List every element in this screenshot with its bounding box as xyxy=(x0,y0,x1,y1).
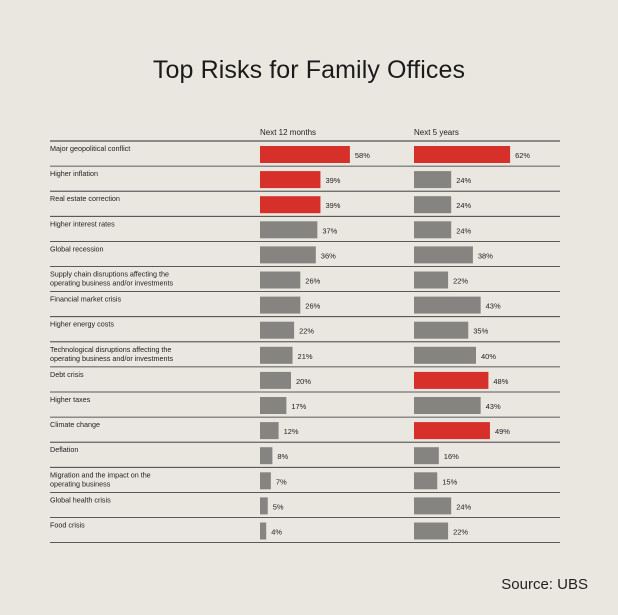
bar-s0-c14 xyxy=(260,497,268,515)
category-label-14: Global health crisis xyxy=(50,495,111,504)
value-label-s1-c5: 22% xyxy=(453,277,468,286)
bar-s0-c10 xyxy=(260,397,287,414)
category-label-15: Food crisis xyxy=(50,521,85,530)
value-label-s1-c14: 24% xyxy=(456,502,471,511)
series-header-0: Next 12 months xyxy=(260,128,316,137)
bar-s1-c2 xyxy=(414,196,452,214)
bar-s1-c7 xyxy=(414,321,469,339)
bar-s0-c6 xyxy=(260,296,301,314)
value-label-s0-c15: 4% xyxy=(271,528,282,537)
bar-s1-c15 xyxy=(414,522,449,540)
bar-s1-c5 xyxy=(414,271,449,289)
bar-s0-c7 xyxy=(260,321,295,339)
bar-s1-c0 xyxy=(414,146,511,163)
bar-s0-c3 xyxy=(260,221,318,239)
category-label-8-line-1: operating business and/or investments xyxy=(50,354,173,363)
category-label-0: Major geopolitical conflict xyxy=(50,144,130,153)
series-header-1: Next 5 years xyxy=(414,128,459,137)
bar-s1-c11 xyxy=(414,422,490,440)
value-label-s0-c0: 58% xyxy=(355,151,370,160)
bar-s0-c4 xyxy=(260,246,316,264)
bar-s1-c6 xyxy=(414,296,481,314)
category-label-7: Higher energy costs xyxy=(50,320,114,329)
bar-s0-c11 xyxy=(260,422,279,440)
category-label-1: Higher inflation xyxy=(50,169,98,178)
category-label-8-line-0: Technological disruptions affecting the xyxy=(50,345,171,354)
bar-s0-c15 xyxy=(260,522,267,540)
category-label-3: Higher interest rates xyxy=(50,219,115,228)
value-label-s1-c9: 48% xyxy=(493,377,508,386)
value-label-s0-c4: 36% xyxy=(321,251,336,260)
value-label-s1-c12: 16% xyxy=(444,452,459,461)
bar-s0-c8 xyxy=(260,346,293,364)
bar-s0-c1 xyxy=(260,171,321,189)
value-label-s1-c4: 38% xyxy=(478,251,493,260)
category-label-5-line-1: operating business and/or investments xyxy=(50,279,173,288)
bar-s0-c12 xyxy=(260,447,273,465)
bar-s1-c1 xyxy=(414,171,452,189)
bar-s1-c9 xyxy=(414,371,489,389)
value-label-s1-c0: 62% xyxy=(515,151,530,160)
source-label: Source: UBS xyxy=(501,576,588,593)
bar-s1-c3 xyxy=(414,221,452,239)
value-label-s0-c2: 39% xyxy=(325,201,340,210)
value-label-s1-c2: 24% xyxy=(456,201,471,210)
value-label-s0-c6: 26% xyxy=(305,302,320,311)
value-label-s0-c13: 7% xyxy=(276,477,287,486)
bar-s0-c2 xyxy=(260,196,321,214)
bar-s0-c13 xyxy=(260,472,271,490)
value-label-s0-c14: 5% xyxy=(273,502,284,511)
category-label-4: Global recession xyxy=(50,244,104,253)
category-label-12: Deflation xyxy=(50,445,78,454)
value-label-s0-c5: 26% xyxy=(305,277,320,286)
value-label-s1-c11: 49% xyxy=(495,427,510,436)
value-label-s0-c10: 17% xyxy=(291,402,306,411)
value-label-s0-c3: 37% xyxy=(322,226,337,235)
bar-s1-c4 xyxy=(414,246,473,264)
bar-s1-c10 xyxy=(414,397,481,414)
value-label-s1-c3: 24% xyxy=(456,226,471,235)
value-label-s1-c10: 43% xyxy=(486,402,501,411)
category-label-9: Debt crisis xyxy=(50,370,84,379)
bar-s1-c13 xyxy=(414,472,438,490)
category-label-10: Higher taxes xyxy=(50,395,91,404)
bar-s0-c5 xyxy=(260,271,301,289)
value-label-s1-c7: 35% xyxy=(473,327,488,336)
value-label-s0-c11: 12% xyxy=(284,427,299,436)
value-label-s1-c8: 40% xyxy=(481,352,496,361)
chart-title: Top Risks for Family Offices xyxy=(152,56,466,84)
value-label-s0-c7: 22% xyxy=(299,327,314,336)
value-label-s0-c8: 21% xyxy=(298,352,313,361)
value-label-s1-c1: 24% xyxy=(456,176,471,185)
bar-s0-c9 xyxy=(260,371,291,389)
category-label-2: Real estate correction xyxy=(50,194,120,203)
bar-s0-c0 xyxy=(260,146,350,163)
value-label-s0-c9: 20% xyxy=(296,377,311,386)
value-label-s0-c12: 8% xyxy=(277,452,288,461)
bar-s1-c12 xyxy=(414,447,439,465)
category-label-5-line-0: Supply chain disruptions affecting the xyxy=(50,270,169,279)
category-label-13-line-1: operating business xyxy=(50,479,111,488)
value-label-s1-c13: 15% xyxy=(442,477,457,486)
value-label-s1-c15: 22% xyxy=(453,528,468,537)
category-label-13-line-0: Migration and the impact on the xyxy=(50,470,151,479)
value-label-s0-c1: 39% xyxy=(325,176,340,185)
bar-s1-c8 xyxy=(414,346,476,364)
value-label-s1-c6: 43% xyxy=(486,302,501,311)
category-label-11: Climate change xyxy=(50,420,100,429)
bar-s1-c14 xyxy=(414,497,452,515)
category-label-6: Financial market crisis xyxy=(50,295,121,304)
